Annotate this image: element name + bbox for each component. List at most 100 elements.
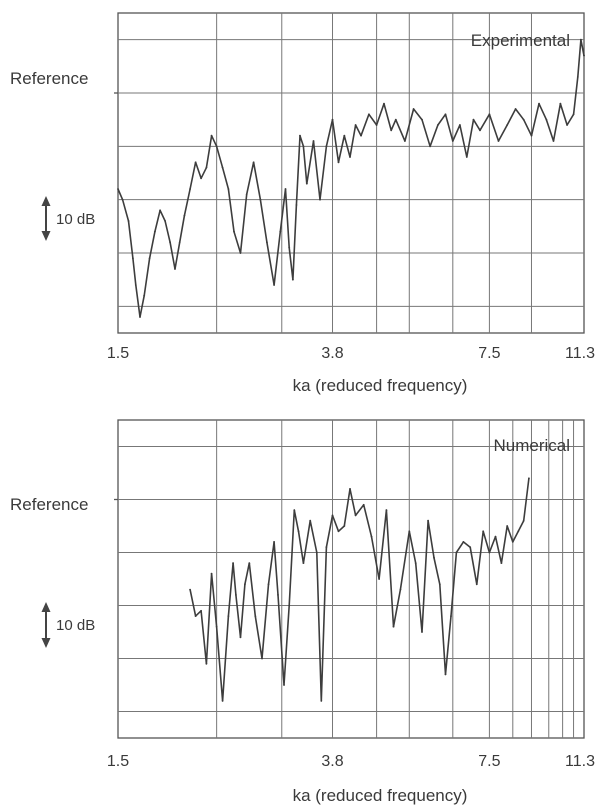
data-point xyxy=(459,124,461,126)
data-point xyxy=(530,134,533,137)
data-point xyxy=(343,134,346,137)
data-point xyxy=(200,177,202,180)
data-point xyxy=(349,156,351,158)
data-point xyxy=(277,594,279,596)
data-point xyxy=(239,252,242,254)
grid xyxy=(114,420,584,738)
data-point xyxy=(511,541,514,543)
data-point xyxy=(302,145,305,148)
data-point xyxy=(500,562,503,564)
reference-label: Reference xyxy=(10,495,88,514)
data-point xyxy=(174,268,176,270)
data-point xyxy=(261,657,263,660)
data-layer xyxy=(117,38,585,318)
data-point xyxy=(210,134,213,137)
scale-label: 10 dB xyxy=(56,617,95,634)
arrow-up-icon xyxy=(41,602,51,612)
data-point xyxy=(421,631,423,633)
data-point xyxy=(421,118,423,121)
x-tick-labels: 1.5 3.8 7.5 11.3 xyxy=(107,345,595,362)
data-point xyxy=(437,124,439,126)
data-point xyxy=(472,118,475,121)
data-point xyxy=(305,182,308,185)
data-point xyxy=(320,700,323,702)
data-point xyxy=(522,118,525,121)
data-point xyxy=(291,278,294,281)
data-point xyxy=(169,241,172,244)
data-point xyxy=(183,214,186,217)
data-point xyxy=(295,204,298,206)
data-point xyxy=(337,161,340,164)
data-point xyxy=(427,519,429,522)
data-point xyxy=(583,54,585,57)
scale-bar xyxy=(41,196,51,241)
data-point xyxy=(143,294,146,297)
data-point xyxy=(497,140,500,142)
data-point xyxy=(273,284,275,286)
data-point xyxy=(159,209,161,212)
data-point xyxy=(331,514,334,517)
data-point xyxy=(312,140,315,142)
x-axis-label: ka (reduced frequency) xyxy=(293,376,468,395)
data-point xyxy=(189,188,191,190)
data-point xyxy=(488,113,491,116)
x-tick-label: 3.8 xyxy=(321,753,343,770)
data-point xyxy=(279,230,282,233)
data-point xyxy=(259,198,262,201)
data-point xyxy=(153,230,156,233)
data-point xyxy=(517,530,520,533)
data-point xyxy=(450,615,452,617)
arrow-down-icon xyxy=(41,231,51,241)
x-tick-label: 7.5 xyxy=(478,753,500,770)
data-point xyxy=(408,530,411,533)
data-point xyxy=(164,220,167,222)
x-axis-label: ka (reduced frequency) xyxy=(293,786,468,805)
data-point xyxy=(494,535,497,538)
data-point xyxy=(244,583,246,586)
data-point xyxy=(469,546,472,549)
data-point xyxy=(506,525,509,527)
data-point xyxy=(383,102,385,105)
data-point xyxy=(205,662,208,665)
data-point xyxy=(337,530,340,533)
data-point xyxy=(234,594,237,596)
data-point xyxy=(545,118,548,121)
data-point xyxy=(315,551,318,554)
data-point xyxy=(343,525,346,527)
data-point xyxy=(385,509,388,511)
data-point xyxy=(354,514,357,517)
panel-label: Numerical xyxy=(493,436,570,455)
data-point xyxy=(368,113,370,116)
data-point xyxy=(362,503,365,506)
series-line xyxy=(117,38,585,318)
x-tick-label: 11.3 xyxy=(565,753,595,770)
data-point xyxy=(189,588,191,591)
arrow-down-icon xyxy=(41,638,51,648)
data-point xyxy=(451,140,454,142)
data-point xyxy=(528,477,530,480)
data-point xyxy=(254,615,257,617)
data-point xyxy=(479,129,481,132)
arrow-up-icon xyxy=(41,196,51,206)
data-point xyxy=(552,140,555,142)
data-point xyxy=(429,145,431,148)
numerical-panel: 1.5 3.8 7.5 11.3 Numerical Reference 10 dB … xyxy=(10,419,595,805)
data-point xyxy=(210,572,213,575)
data-point xyxy=(139,316,141,318)
data-point xyxy=(299,134,301,137)
scale-label: 10 dB xyxy=(56,211,95,228)
data-point xyxy=(233,230,235,233)
series-line xyxy=(189,478,530,702)
x-tick-label: 3.8 xyxy=(321,345,343,362)
data-point xyxy=(455,551,458,554)
data-point xyxy=(462,541,465,543)
data-point xyxy=(297,530,300,533)
data-point xyxy=(566,124,568,126)
data-point xyxy=(576,76,579,78)
data-point xyxy=(288,246,291,249)
data-point xyxy=(245,193,248,196)
data-point xyxy=(559,102,562,105)
data-point xyxy=(514,108,517,110)
x-tick-label: 1.5 xyxy=(107,345,129,362)
data-point xyxy=(354,124,357,126)
